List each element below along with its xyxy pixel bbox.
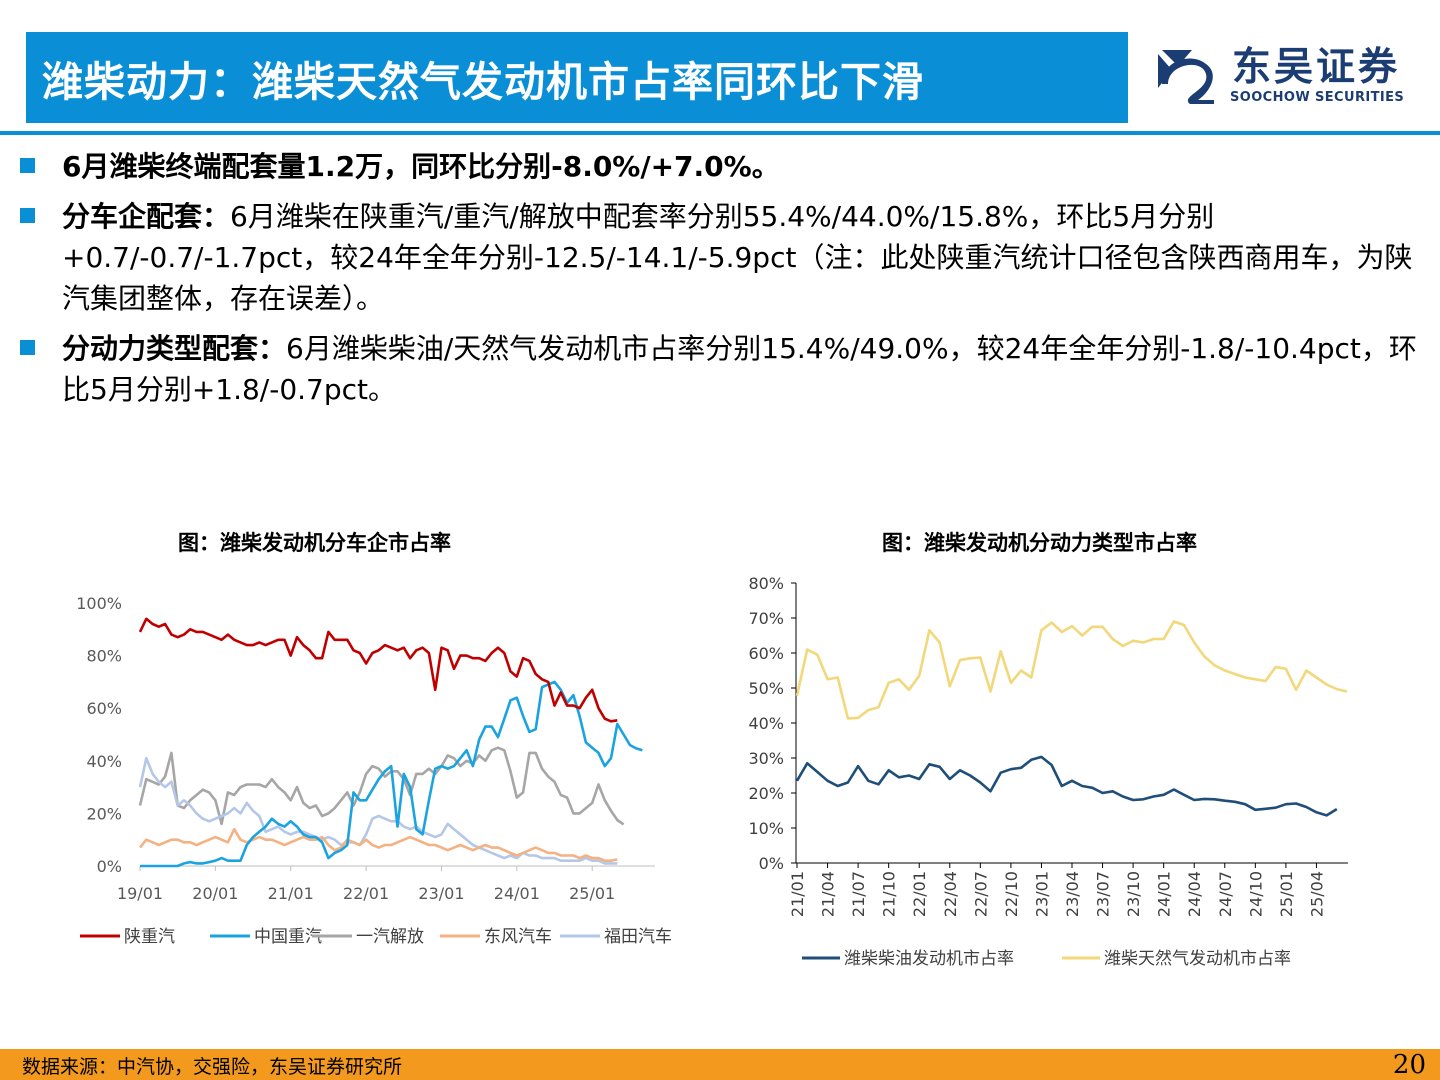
header-rule <box>0 131 1440 135</box>
data-source: 数据来源：中汽协，交强险，东吴证券研究所 <box>22 1056 403 1078</box>
y-tick-label: 40% <box>86 752 122 771</box>
y-tick-label: 70% <box>748 609 784 628</box>
series-line <box>795 755 1338 817</box>
chart-title-oem-share: 图：潍柴发动机分车企市占率 <box>178 531 451 555</box>
legend-label: 福田汽车 <box>604 927 672 947</box>
logo-name: 东吴证券 <box>1232 45 1401 90</box>
x-tick-label: 22/01 <box>343 884 389 903</box>
x-tick-label: 21/01 <box>268 884 314 903</box>
x-tick-label: 25/01 <box>1277 871 1296 917</box>
series-line <box>138 756 618 865</box>
footer-bar: 数据来源：中汽协，交强险，东吴证券研究所 20 <box>0 1049 1440 1080</box>
x-tick-label: 24/10 <box>1246 871 1265 917</box>
x-tick-label: 24/01 <box>1155 871 1174 917</box>
x-tick-label: 21/10 <box>880 871 899 917</box>
y-tick-label: 60% <box>748 644 784 663</box>
legend-label: 潍柴柴油发动机市占率 <box>844 949 1014 969</box>
title-bar: 潍柴动力：潍柴天然气发动机市占率同环比下滑 <box>26 32 1128 123</box>
x-tick-label: 19/01 <box>117 884 163 903</box>
page-title: 潍柴动力：潍柴天然气发动机市占率同环比下滑 <box>42 58 924 106</box>
chart-title-fuel-share: 图：潍柴发动机分动力类型市占率 <box>882 531 1197 555</box>
soochow-logo-icon <box>1158 50 1214 104</box>
legend-label: 一汽解放 <box>356 927 424 947</box>
x-tick-label: 22/04 <box>941 871 960 917</box>
series-line <box>138 827 618 863</box>
y-tick-label: 0% <box>759 854 784 873</box>
x-tick-label: 23/04 <box>1063 871 1082 917</box>
x-tick-label: 21/04 <box>819 871 838 917</box>
bullet-square-icon <box>20 158 35 173</box>
x-tick-label: 21/07 <box>849 871 868 917</box>
y-tick-label: 80% <box>748 574 784 593</box>
y-tick-label: 20% <box>748 784 784 803</box>
chart-oem-share: 0% 20% 40% 60% 80% 100% 19/01 20/01 21/01 22/01 23… <box>76 594 672 947</box>
bullet-text: 6月潍柴柴油/天然气发动机市占率分别15.4%/49.0%，较24年全年分别-1… <box>62 332 1417 406</box>
y-tick-label: 0% <box>97 857 122 876</box>
y-tick-label: 20% <box>86 804 122 823</box>
x-tick-label: 22/10 <box>1002 871 1021 917</box>
bullet-item: 6月潍柴终端配套量1.2万，同环比分别-8.0%/+7.0%。 <box>20 146 1420 187</box>
bullet-bold-text: 6月潍柴终端配套量1.2万，同环比分别-8.0%/+7.0%。 <box>62 150 780 183</box>
x-tick-label: 22/07 <box>971 871 990 917</box>
page-number: 20 <box>1392 1050 1426 1080</box>
y-tick-label: 50% <box>748 679 784 698</box>
bullet-item: 分动力类型配套：6月潍柴柴油/天然气发动机市占率分别15.4%/49.0%，较2… <box>20 328 1420 410</box>
legend-label: 陕重汽 <box>124 927 175 947</box>
x-tick-label: 20/01 <box>192 884 238 903</box>
bullet-square-icon <box>20 340 35 355</box>
x-tick-label: 23/01 <box>418 884 464 903</box>
x-tick-label: 21/01 <box>788 871 807 917</box>
x-tick-label: 24/07 <box>1216 871 1235 917</box>
x-tick-label: 24/04 <box>1185 871 1204 917</box>
y-tick-label: 30% <box>748 749 784 768</box>
y-tick-label: 10% <box>748 819 784 838</box>
y-tick-label: 80% <box>86 647 122 666</box>
x-tick-label: 22/01 <box>910 871 929 917</box>
x-tick-label: 23/01 <box>1032 871 1051 917</box>
series-line <box>795 620 1348 720</box>
series-line <box>138 617 618 723</box>
legend-label: 东风汽车 <box>484 927 552 947</box>
series-line <box>140 680 643 868</box>
bullet-text: 6月潍柴在陕重汽/重汽/解放中配套率分别55.4%/44.0%/15.8%，环比… <box>62 200 1413 315</box>
legend-label: 潍柴天然气发动机市占率 <box>1104 949 1291 969</box>
y-tick-label: 100% <box>76 594 122 613</box>
legend-label: 中国重汽 <box>254 927 322 947</box>
x-tick-label: 24/01 <box>494 884 540 903</box>
logo-subtitle: SOOCHOW SECURITIES <box>1230 90 1405 105</box>
bullet-bold-text: 分动力类型配套： <box>62 332 287 365</box>
bullet-bold-text: 分车企配套： <box>62 200 231 233</box>
x-tick-label: 23/07 <box>1094 871 1113 917</box>
series-line <box>138 746 625 826</box>
chart-fuel-share: 0% 10% 20% 30% 40% 50% 60% 70% 80% 21/01 21/04 21/0… <box>748 574 1348 969</box>
x-tick-label: 25/01 <box>569 884 615 903</box>
soochow-logo: 东吴证券 SOOCHOW SECURITIES <box>1150 42 1420 112</box>
bullet-item: 分车企配套：6月潍柴在陕重汽/重汽/解放中配套率分别55.4%/44.0%/15… <box>20 196 1420 319</box>
y-tick-label: 40% <box>748 714 784 733</box>
bullet-square-icon <box>20 208 35 223</box>
x-tick-label: 25/04 <box>1307 871 1326 917</box>
y-tick-label: 60% <box>86 699 122 718</box>
bullet-list: 6月潍柴终端配套量1.2万，同环比分别-8.0%/+7.0%。 分车企配套：6月… <box>20 146 1420 419</box>
x-tick-label: 23/10 <box>1124 871 1143 917</box>
